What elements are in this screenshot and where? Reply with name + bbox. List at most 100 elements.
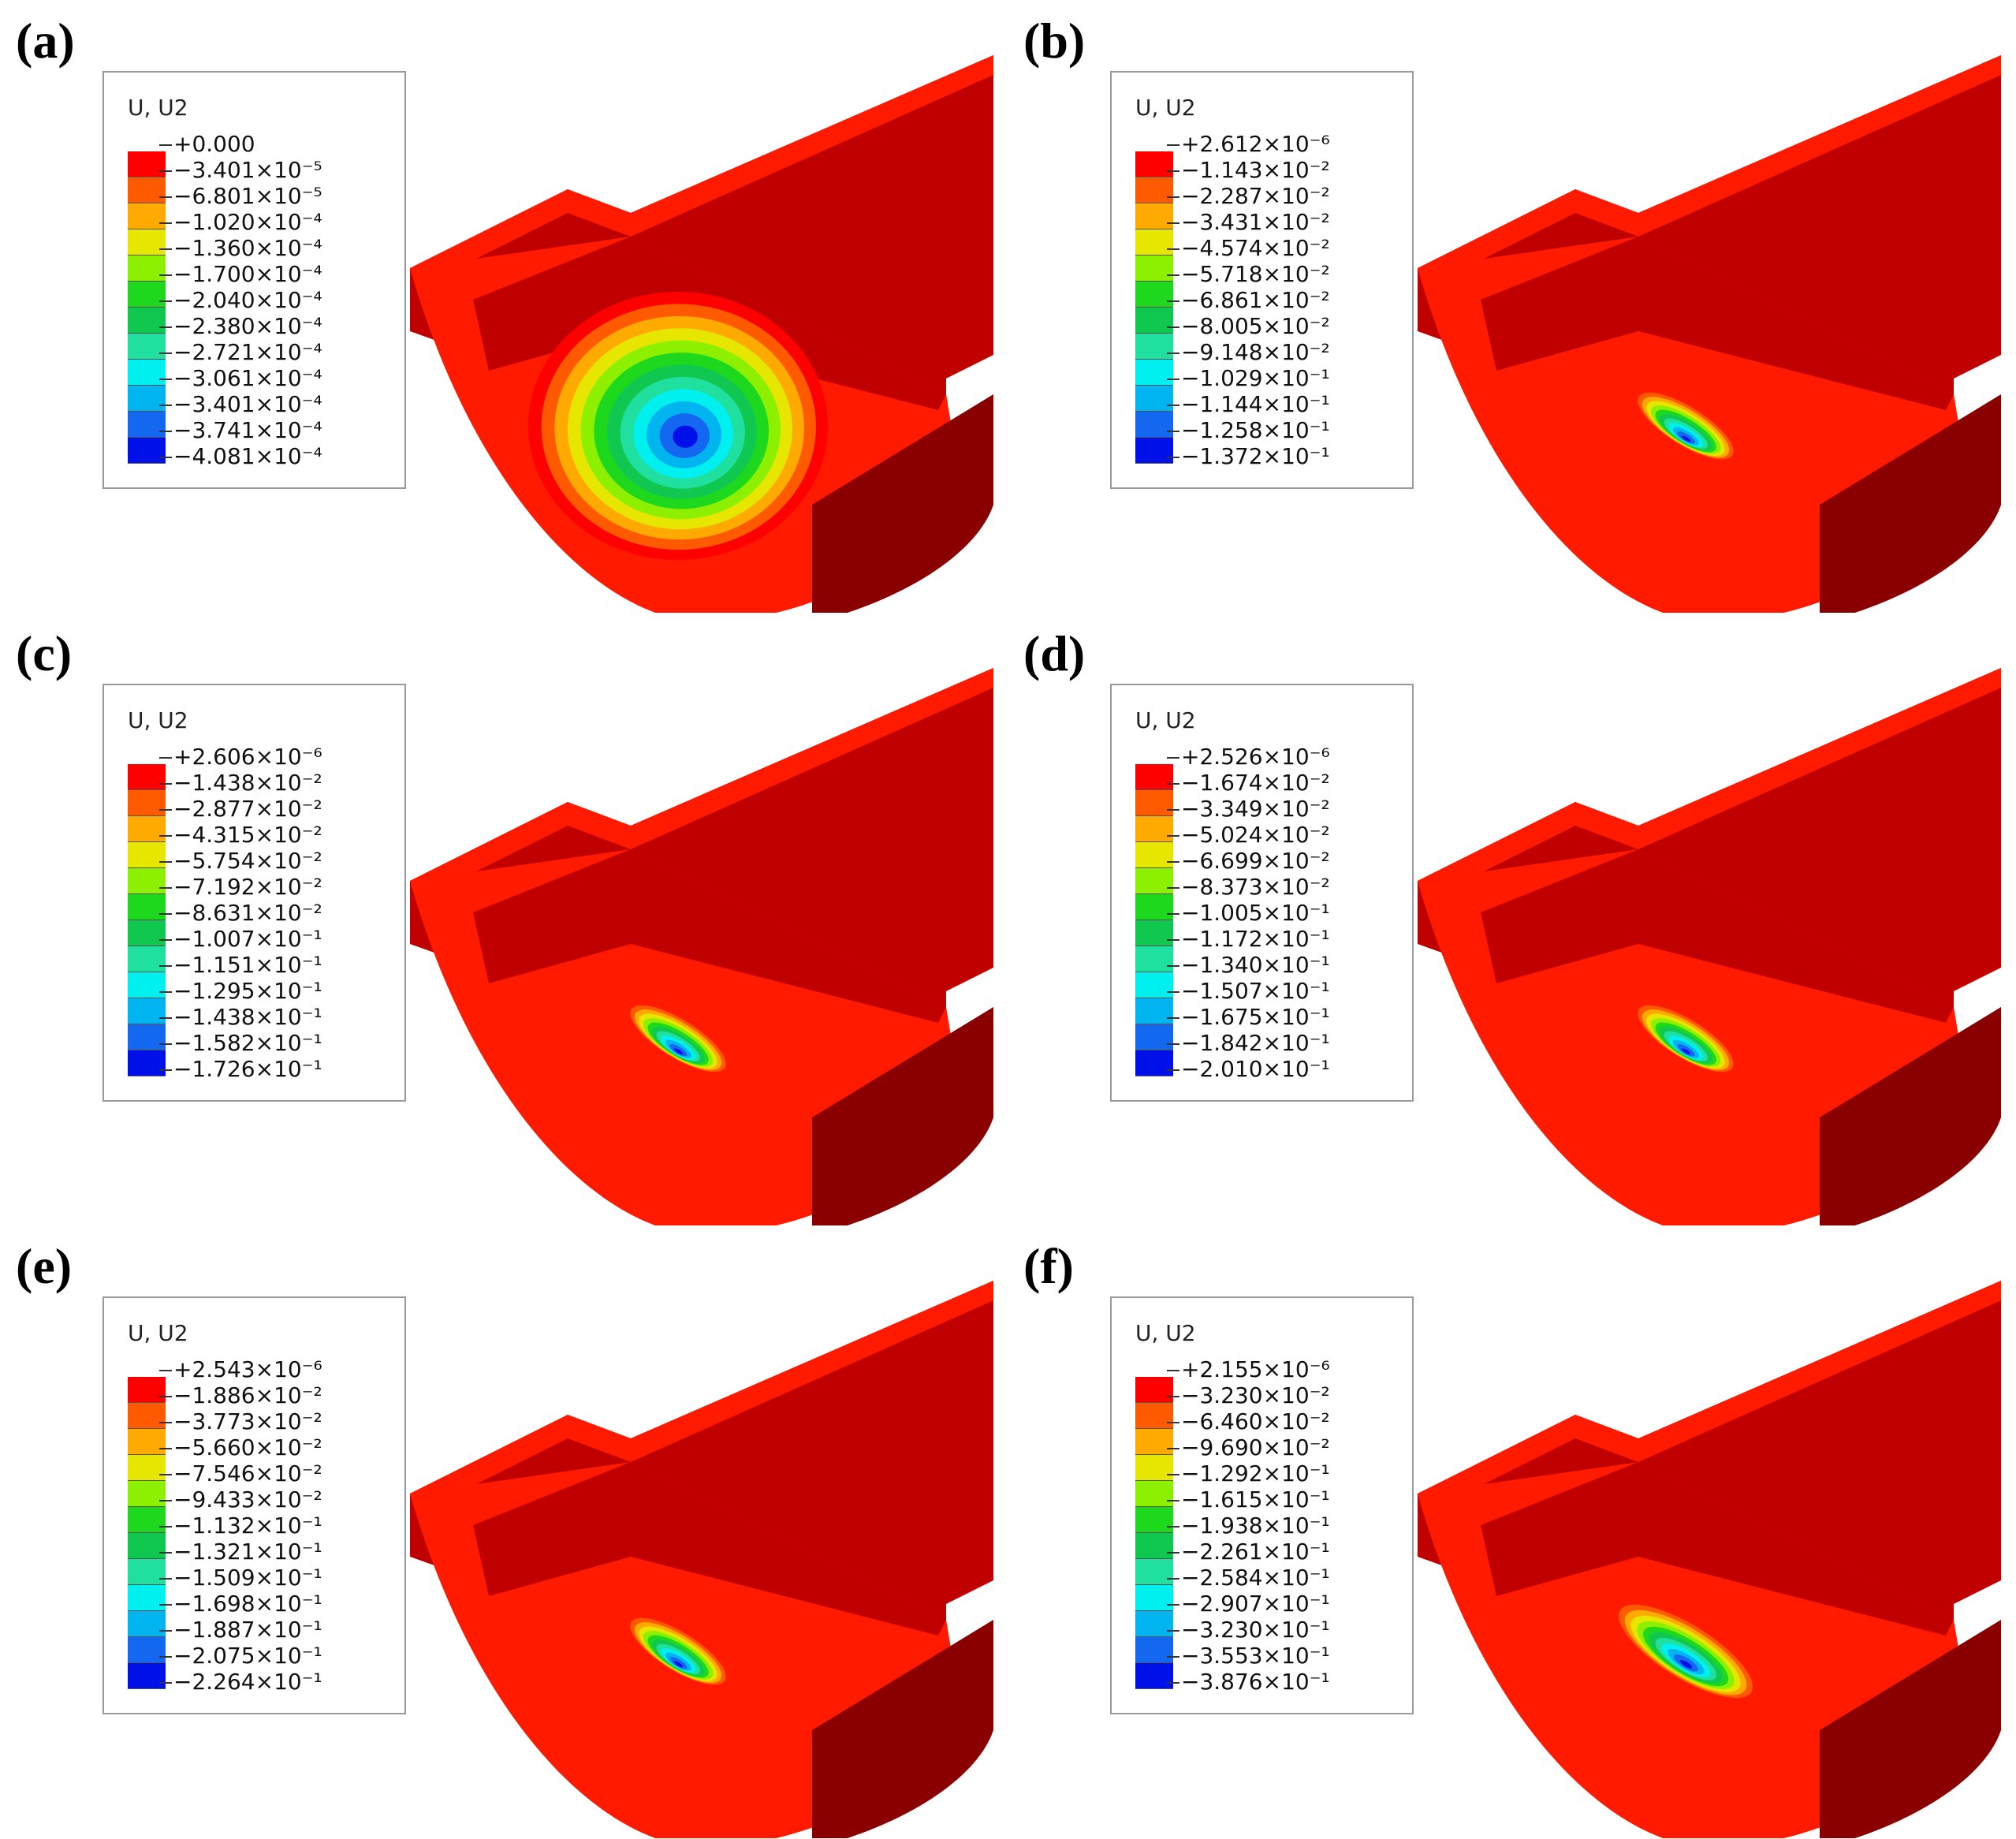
panel-label: (c) — [16, 625, 73, 681]
legend-value: −1.700×10⁻⁴ — [159, 261, 322, 287]
legend-swatch — [128, 1533, 166, 1559]
legend-value: +2.543×10⁻⁶ — [159, 1356, 322, 1382]
legend-value: −2.261×10⁻¹ — [1167, 1539, 1330, 1565]
legend-swatch — [128, 1585, 166, 1611]
legend-swatch — [128, 868, 166, 894]
model-geometry — [410, 55, 993, 613]
legend-value: −1.144×10⁻¹ — [1167, 391, 1330, 417]
legend-value: −1.698×10⁻¹ — [159, 1591, 322, 1617]
legend-value: −1.360×10⁻⁴ — [159, 235, 322, 261]
legend-swatch — [128, 1455, 166, 1481]
legend-value: −2.287×10⁻² — [1167, 183, 1330, 209]
legend-swatch — [1135, 1507, 1173, 1533]
legend-swatch — [128, 1481, 166, 1507]
legend-swatch — [1135, 1585, 1173, 1611]
legend-value: −8.373×10⁻² — [1167, 874, 1330, 900]
legend-value: −3.349×10⁻² — [1167, 796, 1330, 822]
legend-value: −7.546×10⁻² — [159, 1460, 322, 1486]
legend-value: +2.526×10⁻⁶ — [1167, 744, 1330, 770]
legend-swatch — [1135, 438, 1173, 464]
legend-values: +2.606×10⁻⁶ −1.438×10⁻² −2.877×10⁻² −4.315×… — [159, 744, 322, 1082]
legend-value: −1.726×10⁻¹ — [159, 1056, 322, 1082]
model-geometry — [1418, 668, 2001, 1225]
legend-swatch — [128, 1611, 166, 1637]
legend-color-bar — [1135, 151, 1173, 464]
legend-value: −1.151×10⁻¹ — [159, 952, 322, 978]
legend-value: −2.907×10⁻¹ — [1167, 1591, 1330, 1617]
model-geometry — [1418, 55, 2001, 613]
legend-swatch — [128, 946, 166, 972]
legend-color-bar — [1135, 764, 1173, 1076]
legend-swatch — [1135, 1403, 1173, 1429]
legend-title: U, U2 — [128, 95, 188, 121]
legend-value: +0.000 — [159, 131, 322, 157]
legend-value: −6.699×10⁻² — [1167, 848, 1330, 874]
legend-value: −3.876×10⁻¹ — [1167, 1669, 1330, 1695]
legend-value: −2.040×10⁻⁴ — [159, 287, 322, 313]
legend-swatch — [1135, 256, 1173, 282]
legend-value: −1.132×10⁻¹ — [159, 1513, 322, 1539]
legend-swatch — [1135, 972, 1173, 998]
legend-value: −1.295×10⁻¹ — [159, 978, 322, 1004]
legend-swatch — [1135, 177, 1173, 203]
contour-panel: (c) U, U2 +2.606×10⁻⁶ −1.438×10⁻² −2.877×1… — [0, 613, 1008, 1225]
contour-panel: (a) U, U2 +0.000 −3.401×10⁻⁵ −6.801×10⁻⁵ −1… — [0, 0, 1008, 613]
legend-color-bar — [128, 1377, 166, 1689]
legend-swatch — [1135, 920, 1173, 946]
legend-swatch — [128, 412, 166, 438]
legend-value: −1.938×10⁻¹ — [1167, 1513, 1330, 1539]
legend-value: −1.674×10⁻² — [1167, 770, 1330, 796]
legend-value: −1.842×10⁻¹ — [1167, 1030, 1330, 1056]
legend-title: U, U2 — [128, 707, 188, 733]
legend-swatch — [1135, 1611, 1173, 1637]
half-cylinder-body — [410, 1281, 993, 1838]
legend-value: −2.010×10⁻¹ — [1167, 1056, 1330, 1082]
legend-value: −9.433×10⁻² — [159, 1486, 322, 1513]
legend-swatch — [1135, 282, 1173, 308]
deformation-contour — [630, 1617, 726, 1685]
legend-swatch — [1135, 334, 1173, 360]
contour-legend: U, U2 +0.000 −3.401×10⁻⁵ −6.801×10⁻⁵ −1.020… — [102, 71, 406, 489]
panel-label: (f) — [1023, 1238, 1074, 1294]
legend-value: −1.675×10⁻¹ — [1167, 1004, 1330, 1030]
legend-swatch — [1135, 229, 1173, 256]
legend-swatch — [1135, 151, 1173, 177]
legend-value: −1.340×10⁻¹ — [1167, 952, 1330, 978]
half-cylinder-body — [1418, 668, 2001, 1225]
legend-value: −1.886×10⁻² — [159, 1382, 322, 1408]
legend-swatch — [128, 282, 166, 308]
legend-value: −1.029×10⁻¹ — [1167, 365, 1330, 391]
legend-value: −5.718×10⁻² — [1167, 261, 1330, 287]
legend-swatch — [128, 1507, 166, 1533]
panel-label: (b) — [1023, 13, 1086, 69]
contour-legend: U, U2 +2.526×10⁻⁶ −1.674×10⁻² −3.349×10⁻² −… — [1110, 684, 1414, 1102]
legend-value: −1.258×10⁻¹ — [1167, 417, 1330, 443]
legend-swatch — [1135, 894, 1173, 920]
legend-swatch — [1135, 946, 1173, 972]
legend-swatch — [128, 998, 166, 1024]
legend-value: −4.574×10⁻² — [1167, 235, 1330, 261]
legend-value: −3.230×10⁻¹ — [1167, 1617, 1330, 1643]
legend-swatch — [1135, 386, 1173, 412]
contour-panel: (b) U, U2 +2.612×10⁻⁶ −1.143×10⁻² −2.287×1… — [1008, 0, 2015, 613]
contour-panel: (e) U, U2 +2.543×10⁻⁶ −1.886×10⁻² −3.773×1… — [0, 1225, 1008, 1838]
legend-value: −2.721×10⁻⁴ — [159, 339, 322, 365]
legend-swatch — [128, 1663, 166, 1689]
legend-swatch — [128, 229, 166, 256]
legend-swatch — [1135, 842, 1173, 868]
legend-swatch — [1135, 1533, 1173, 1559]
legend-title: U, U2 — [1135, 1320, 1196, 1346]
legend-values: +2.543×10⁻⁶ −1.886×10⁻² −3.773×10⁻² −5.660×… — [159, 1356, 322, 1695]
legend-value: +2.606×10⁻⁶ — [159, 744, 322, 770]
half-cylinder-body — [1418, 55, 2001, 613]
legend-values: +2.612×10⁻⁶ −1.143×10⁻² −2.287×10⁻² −3.431×… — [1167, 131, 1330, 469]
legend-values: +2.155×10⁻⁶ −3.230×10⁻² −6.460×10⁻² −9.690×… — [1167, 1356, 1330, 1695]
legend-value: −9.148×10⁻² — [1167, 339, 1330, 365]
legend-swatch — [1135, 816, 1173, 842]
legend-value: −6.460×10⁻² — [1167, 1408, 1330, 1434]
contour-legend: U, U2 +2.606×10⁻⁶ −1.438×10⁻² −2.877×10⁻² −… — [102, 684, 406, 1102]
legend-value: −6.801×10⁻⁵ — [159, 183, 322, 209]
legend-color-bar — [1135, 1377, 1173, 1689]
deformation-contour — [528, 292, 828, 560]
legend-value: −1.582×10⁻¹ — [159, 1030, 322, 1056]
